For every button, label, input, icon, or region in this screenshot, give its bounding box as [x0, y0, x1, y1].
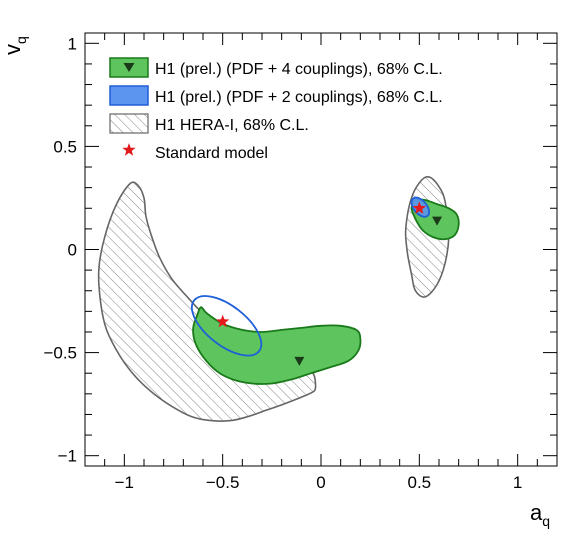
legend-entry-standard-model: Standard model — [122, 143, 268, 162]
standard-model-star-marker-1 — [412, 201, 426, 214]
legend-label: H1 (prel.) (PDF + 2 couplings), 68% C.L. — [155, 89, 443, 106]
legend-entry-2-couplings: H1 (prel.) (PDF + 2 couplings), 68% C.L. — [109, 85, 443, 106]
x-tick-label: 0.5 — [408, 473, 432, 492]
legend-entry-4-couplings: H1 (prel.) (PDF + 4 couplings), 68% C.L. — [109, 57, 443, 78]
legend-triangle-marker-icon — [123, 63, 135, 72]
y-tick-label: 1 — [68, 34, 77, 53]
legend-swatch-blue — [109, 85, 149, 106]
y-tick-label: 0 — [68, 241, 77, 260]
y-tick-label: −1 — [58, 447, 77, 466]
legend-swatch-hatched — [109, 113, 149, 134]
x-tick-label: 1 — [513, 473, 522, 492]
y-tick-label: 0.5 — [53, 137, 77, 156]
legend-label: H1 HERA-I, 68% C.L. — [155, 117, 309, 134]
x-tick-label: 0 — [316, 473, 325, 492]
standard-model-star-marker-0 — [216, 314, 230, 328]
x-tick-labels: −1 −0.5 0 0.5 1 — [115, 473, 523, 492]
y-tick-label: −0.5 — [43, 344, 77, 363]
best-fit-triangle-marker-0 — [294, 356, 305, 366]
markers — [216, 201, 443, 366]
y-tick-labels: −1 −0.5 0 0.5 1 — [43, 34, 77, 465]
legend-star-icon — [122, 143, 136, 156]
x-tick-label: −1 — [115, 473, 134, 492]
contour-pdf-4-couplings-2 — [192, 306, 362, 385]
legend: H1 (prel.) (PDF + 4 couplings), 68% C.L.… — [109, 57, 443, 162]
legend-label: H1 (prel.) (PDF + 4 couplings), 68% C.L. — [155, 61, 443, 78]
x-tick-label: −0.5 — [206, 473, 240, 492]
x-axis-title: aq — [530, 500, 550, 529]
axis-ticks — [84, 33, 558, 466]
legend-entry-hera-i: H1 HERA-I, 68% C.L. — [109, 113, 309, 134]
best-fit-triangle-marker-1 — [432, 216, 443, 226]
y-axis-title: vq — [0, 36, 29, 55]
contour-pdf-2-couplings-4 — [191, 295, 263, 357]
legend-label: Standard model — [155, 145, 268, 162]
